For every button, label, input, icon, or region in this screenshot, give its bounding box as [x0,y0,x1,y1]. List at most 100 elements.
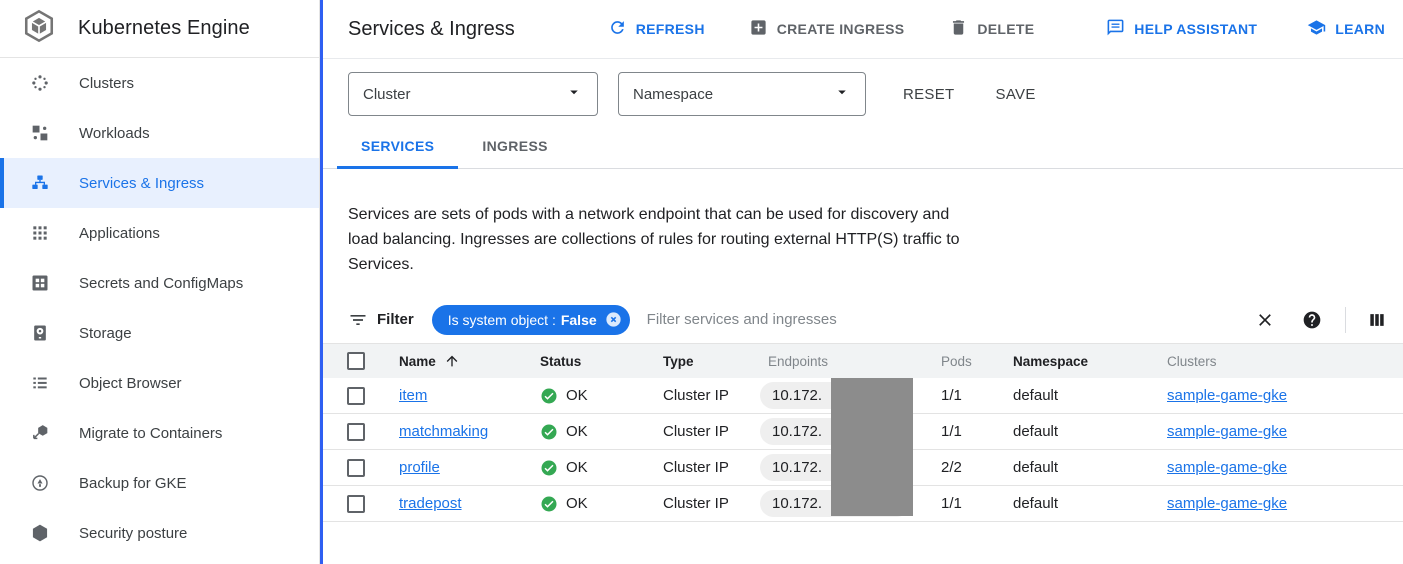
service-name-link[interactable]: profile [399,459,440,476]
filter-label: Filter [377,311,414,328]
service-name-link[interactable]: item [399,387,428,404]
delete-button[interactable]: DELETE [949,18,1034,40]
sidebar-item-secrets-and-configmaps[interactable]: Secrets and ConfigMaps [0,258,319,308]
sidebar-item-applications[interactable]: Applications [0,208,319,258]
sidebar-item-label: Workloads [79,124,150,142]
sidebar-item-label: Services & Ingress [79,174,205,192]
tab-services[interactable]: SERVICES [337,124,459,169]
cluster-link[interactable]: sample-game-gke [1167,495,1288,512]
sidebar-item-backup-for-gke[interactable]: Backup for GKE [0,458,319,508]
chevron-down-icon [565,83,583,106]
sidebar-item-migrate-to-containers[interactable]: Migrate to Containers [0,408,319,458]
product-title: Kubernetes Engine [78,17,250,39]
kubernetes-engine-logo-icon [21,8,57,49]
sidebar-item-label: Secrets and ConfigMaps [79,274,244,292]
namespace-cell: default [1013,495,1059,512]
status-text: OK [566,459,588,476]
status-ok-icon [540,459,558,477]
status-text: OK [566,387,588,404]
page-title: Services & Ingress [348,17,515,40]
refresh-button[interactable]: REFRESH [608,18,705,40]
cluster-link[interactable]: sample-game-gke [1167,423,1288,440]
type-cell: Cluster IP [663,459,729,476]
tab-ingress[interactable]: INGRESS [482,138,548,154]
security-posture-icon [30,523,50,543]
learn-button[interactable]: LEARN [1307,18,1385,40]
status-text: OK [566,495,588,512]
column-header-endpoints[interactable]: Endpoints [768,353,829,369]
sidebar-item-workloads[interactable]: Workloads [0,108,319,158]
applications-icon [30,223,50,243]
service-name-link[interactable]: matchmaking [399,423,489,440]
clear-filter-icon[interactable] [1255,310,1275,330]
column-header-namespace[interactable]: Namespace [1013,353,1089,369]
column-header-label: Name [399,353,436,369]
column-settings-icon[interactable] [1367,310,1387,330]
page-header: Services & Ingress REFRESH CREATE INGRES… [323,0,1403,59]
chip-remove-icon[interactable] [604,310,623,329]
type-cell: Cluster IP [663,495,729,512]
filter-help-icon[interactable] [1302,310,1322,330]
sidebar-item-security-posture[interactable]: Security posture [0,508,319,558]
clusters-icon [30,73,50,93]
create-ingress-button[interactable]: CREATE INGRESS [749,18,905,40]
column-header-status[interactable]: Status [540,353,582,369]
refresh-icon [608,18,627,40]
namespace-cell: default [1013,459,1059,476]
secrets-configmaps-icon [30,273,50,293]
workloads-icon [30,123,50,143]
tab-bar: SERVICES INGRESS [323,124,1403,169]
reset-button[interactable]: RESET [903,85,955,103]
sidebar-item-services-ingress[interactable]: Services & Ingress [0,158,319,208]
namespace-cell: default [1013,423,1059,440]
sidebar-item-label: Migrate to Containers [79,424,223,442]
column-header-pods[interactable]: Pods [941,353,972,369]
service-name-link[interactable]: tradepost [399,495,462,512]
graduation-cap-icon [1307,18,1326,40]
sidebar-item-clusters[interactable]: Clusters [0,58,319,108]
pods-cell: 1/1 [941,495,962,512]
type-cell: Cluster IP [663,387,729,404]
migrate-containers-icon [30,423,50,443]
status-ok-icon [540,495,558,513]
sidebar-item-object-browser[interactable]: Object Browser [0,358,319,408]
column-header-clusters[interactable]: Clusters [1167,353,1217,369]
namespace-dropdown[interactable]: Namespace [618,72,866,116]
table-header: Name Status Type Endpoints Pods Namespace Clus… [323,344,1403,378]
sidebar-nav: Clusters Workloads Services & Ingress Appli… [0,58,319,558]
pods-cell: 2/2 [941,459,962,476]
trash-icon [949,18,968,40]
row-checkbox[interactable] [347,386,365,405]
filter-services-input[interactable] [646,311,1255,328]
sidebar-item-storage[interactable]: Storage [0,308,319,358]
column-header-type[interactable]: Type [663,353,694,369]
vertical-divider [1345,306,1346,333]
filter-chip-is-system-object[interactable]: Is system object : False [431,304,630,335]
row-checkbox[interactable] [347,458,365,477]
services-ingress-icon [30,173,50,193]
filter-toolbar: Cluster Namespace RESET SAVE [323,59,1403,124]
product-header: Kubernetes Engine [0,0,319,58]
namespace-cell: default [1013,387,1059,404]
status-ok-icon [540,423,558,441]
sidebar-item-label: Applications [79,224,160,242]
sidebar-item-label: Security posture [79,524,188,542]
row-checkbox[interactable] [347,422,365,441]
chevron-down-icon [833,83,851,106]
cluster-dropdown[interactable]: Cluster [348,72,598,116]
main-content: Services & Ingress REFRESH CREATE INGRES… [323,0,1403,564]
type-cell: Cluster IP [663,423,729,440]
cluster-link[interactable]: sample-game-gke [1167,459,1288,476]
sort-arrow-up-icon [444,353,460,369]
select-all-checkbox[interactable] [347,352,365,370]
status-ok-icon [540,387,558,405]
object-browser-icon [30,373,50,393]
row-checkbox[interactable] [347,494,365,513]
cluster-link[interactable]: sample-game-gke [1167,387,1288,404]
sidebar-item-label: Storage [79,324,132,342]
column-header-name[interactable]: Name [399,353,540,369]
sidebar-item-label: Backup for GKE [79,474,187,492]
save-button[interactable]: SAVE [995,85,1036,103]
help-assistant-button[interactable]: HELP ASSISTANT [1106,18,1257,40]
page-description: Services are sets of pods with a network… [348,206,960,273]
